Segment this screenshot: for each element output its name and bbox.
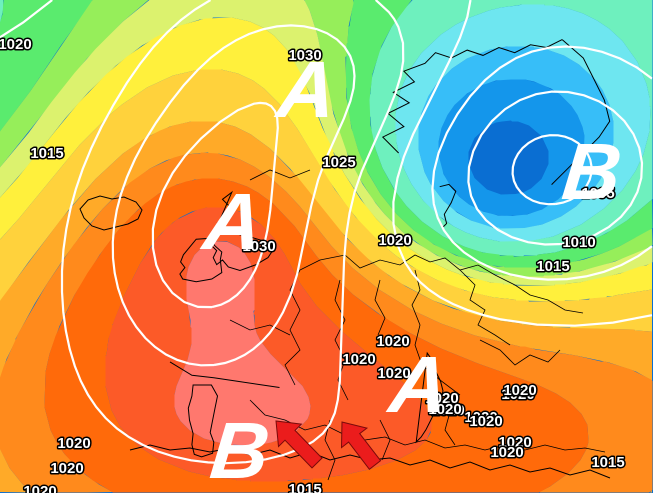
svg-text:1015: 1015 — [536, 258, 569, 275]
svg-text:1020: 1020 — [23, 483, 56, 493]
svg-text:A: A — [271, 44, 340, 134]
svg-text:1020: 1020 — [378, 232, 411, 249]
svg-text:B: B — [558, 126, 625, 216]
svg-text:1020: 1020 — [503, 382, 536, 399]
svg-text:1015: 1015 — [30, 145, 63, 162]
svg-text:1020: 1020 — [342, 351, 375, 368]
svg-text:A: A — [383, 339, 452, 429]
svg-text:1020: 1020 — [469, 413, 502, 430]
svg-text:1020: 1020 — [57, 435, 90, 452]
svg-text:1015: 1015 — [288, 481, 321, 493]
svg-text:1025: 1025 — [322, 154, 355, 171]
svg-text:1015: 1015 — [591, 454, 624, 471]
svg-text:1010: 1010 — [562, 234, 595, 251]
svg-text:1020: 1020 — [0, 36, 32, 53]
svg-text:1020: 1020 — [50, 460, 83, 477]
svg-text:1020: 1020 — [490, 444, 523, 461]
svg-text:A: A — [197, 176, 266, 266]
svg-text:B: B — [206, 405, 273, 493]
